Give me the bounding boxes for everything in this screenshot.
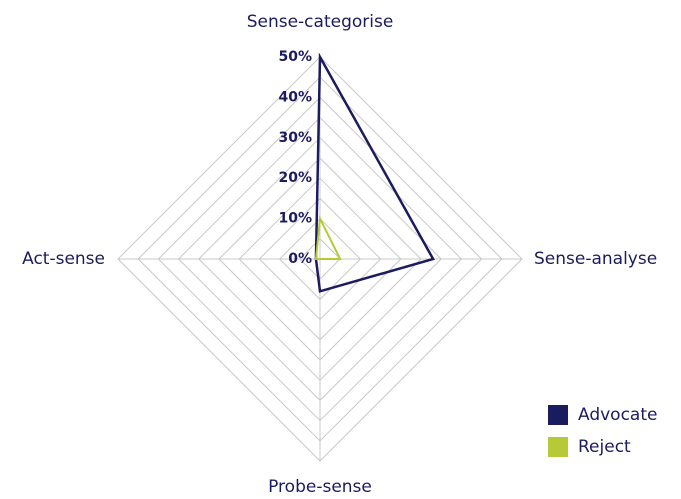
tick-label: 10% xyxy=(278,211,312,227)
series-polygon xyxy=(314,52,435,293)
tick-label: 0% xyxy=(288,251,312,267)
tick-label: 20% xyxy=(278,170,312,186)
legend-swatch xyxy=(548,405,568,425)
legend-label: Reject xyxy=(578,437,631,457)
axis-label: Act-sense xyxy=(22,249,105,269)
tick-label: 30% xyxy=(278,130,312,146)
tick-label: 40% xyxy=(278,89,312,105)
axis-label: Sense-analyse xyxy=(534,249,657,269)
tick-label: 50% xyxy=(278,49,312,65)
axis-label: Sense-categorise xyxy=(247,12,394,32)
axis-label: Probe-sense xyxy=(268,477,372,495)
legend-swatch xyxy=(548,437,568,457)
legend-label: Advocate xyxy=(578,405,657,425)
series-polygon xyxy=(314,215,342,260)
